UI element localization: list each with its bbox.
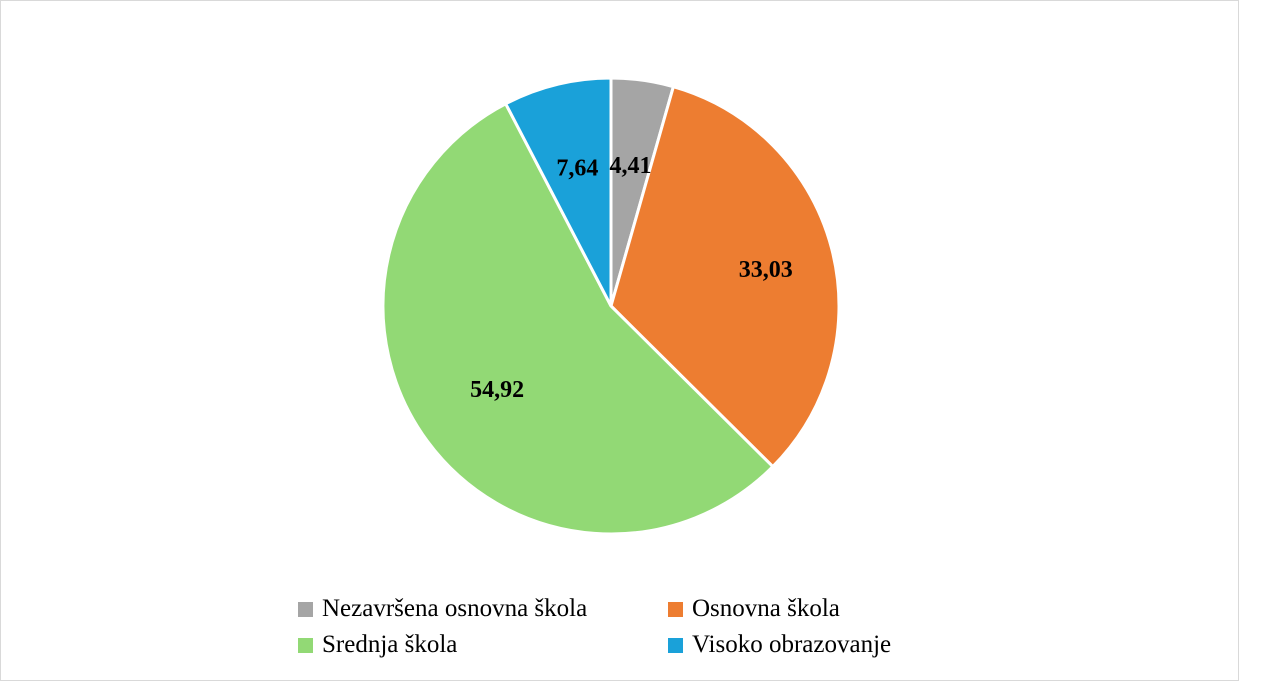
- pie-slice-visoko: [503, 76, 613, 307]
- legend-label: Visoko obrazovanje: [692, 631, 892, 658]
- legend-label: Nezavršena osnovna škola: [322, 595, 588, 622]
- data-label-nezavrsena: 4,41: [610, 153, 652, 179]
- chart-frame: 4,41 33,03 54,92 7,64 Nezavršena osnovna šk…: [0, 0, 1239, 681]
- legend-item-visoko: Visoko obrazovanje: [668, 631, 968, 659]
- pie-slice-srednja: [381, 101, 775, 536]
- legend-swatch: [298, 601, 313, 617]
- legend-swatch: [298, 637, 313, 653]
- legend-item-osnovna: Osnovna škola: [668, 595, 968, 623]
- legend-item-srednja: Srednja škola: [298, 631, 668, 659]
- legend-item-nezavrsena: Nezavršena osnovna škola: [298, 595, 668, 623]
- data-label-osnovna: 33,03: [739, 257, 793, 283]
- data-label-visoko: 7,64: [556, 156, 598, 182]
- legend-label: Srednja škola: [322, 631, 458, 658]
- pie-chart: 4,41 33,03 54,92 7,64: [381, 76, 841, 536]
- legend: Nezavršena osnovna škola Osnovna škola S…: [298, 595, 1018, 659]
- legend-swatch: [668, 637, 683, 653]
- pie-slice-osnovna: [609, 84, 841, 469]
- legend-label: Osnovna škola: [692, 595, 840, 622]
- data-label-srednja: 54,92: [470, 377, 524, 403]
- legend-swatch: [668, 601, 683, 617]
